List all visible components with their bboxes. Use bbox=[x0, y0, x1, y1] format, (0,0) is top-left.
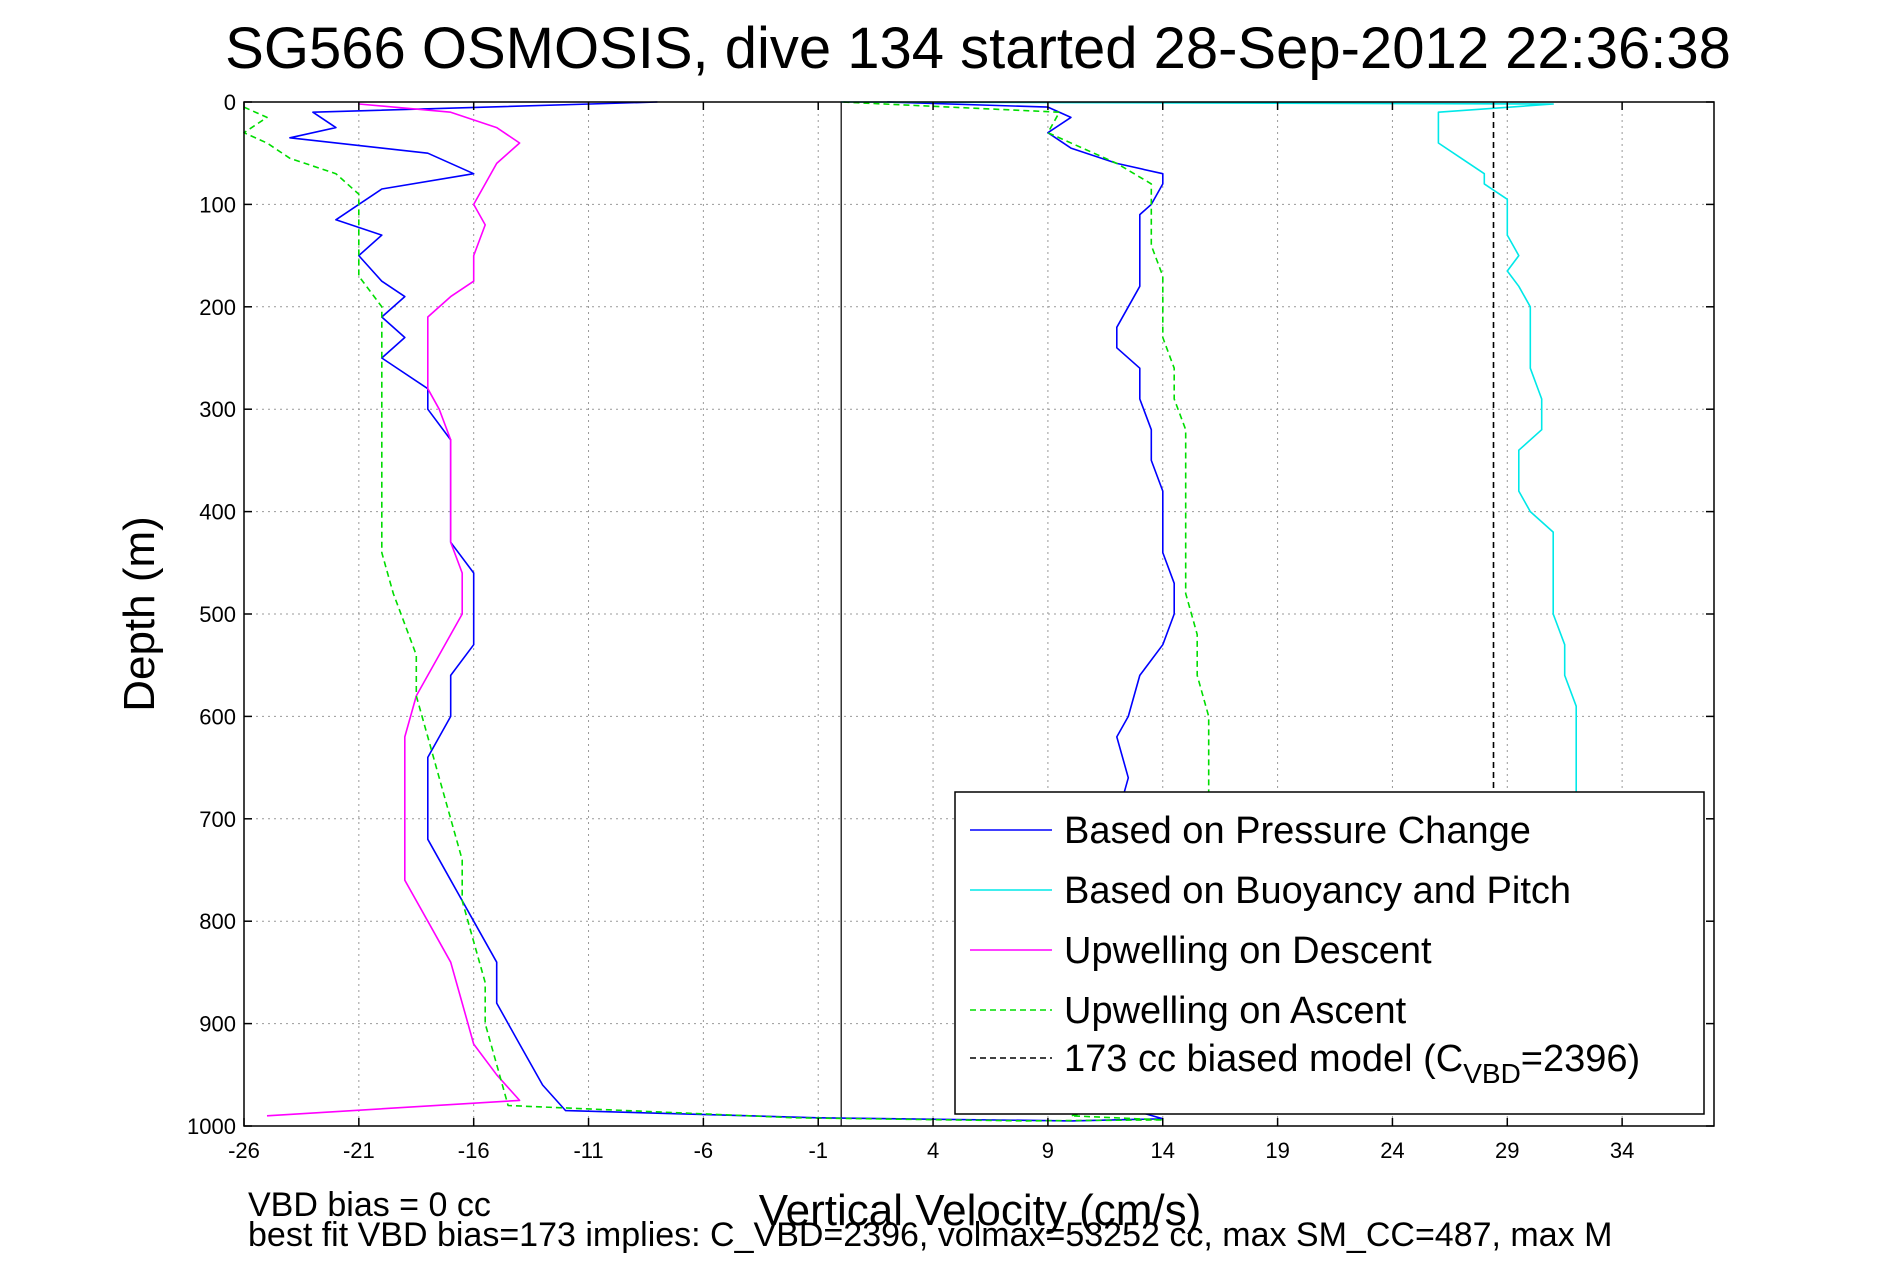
series-line-0 bbox=[289, 101, 1175, 1122]
x-tick-label: 14 bbox=[1151, 1138, 1175, 1163]
legend-box bbox=[954, 791, 1705, 1115]
legend-label-name: Based on Buoyancy and Pitch bbox=[1064, 870, 1571, 912]
legend-label-tail: =2396) bbox=[1521, 1038, 1640, 1080]
series-line-2 bbox=[266, 103, 521, 1117]
y-tick-label: 400 bbox=[199, 500, 236, 525]
y-tick-label: 1000 bbox=[187, 1114, 236, 1139]
vbd-bias-note: VBD bias = 0 cc bbox=[248, 1186, 491, 1224]
y-axis-label: Depth (m) bbox=[115, 516, 164, 712]
y-tick-label: 300 bbox=[199, 397, 236, 422]
series-line-1 bbox=[841, 101, 1577, 799]
legend-label: Based on Buoyancy and Pitch bbox=[1064, 870, 1571, 912]
x-tick-label: 19 bbox=[1265, 1138, 1289, 1163]
legend-label: Based on Pressure Change bbox=[1064, 810, 1531, 852]
x-tick-label: 34 bbox=[1610, 1138, 1634, 1163]
legend: Based on Pressure Change Based on Buoyanc… bbox=[954, 791, 1705, 1115]
x-tick-label: -26 bbox=[228, 1138, 260, 1163]
x-axis-ticks: -26 -21 -16 -11 -6 -1 4 9 14 19 24 29 34 bbox=[228, 102, 1634, 1163]
y-tick-label: 500 bbox=[199, 602, 236, 627]
y-tick-label: 100 bbox=[199, 192, 236, 217]
legend-label: 173 cc biased model (CVBD=2396) bbox=[1064, 1038, 1640, 1089]
chart-title: SG566 OSMOSIS, dive 134 started 28-Sep-2… bbox=[225, 16, 1731, 81]
legend-label-name: 173 cc biased model (C bbox=[1064, 1038, 1463, 1080]
x-tick-label: -1 bbox=[808, 1138, 828, 1163]
y-tick-label: 0 bbox=[224, 90, 236, 115]
series-line-3 bbox=[243, 101, 1210, 1122]
legend-label: Upwelling on Descent bbox=[1064, 930, 1432, 972]
x-tick-label: 24 bbox=[1380, 1138, 1404, 1163]
legend-label-subscript: VBD bbox=[1463, 1058, 1521, 1089]
y-tick-label: 800 bbox=[199, 909, 236, 934]
y-tick-label: 600 bbox=[199, 704, 236, 729]
x-tick-label: 29 bbox=[1495, 1138, 1519, 1163]
y-tick-label: 200 bbox=[199, 295, 236, 320]
legend-label-name: Upwelling on Ascent bbox=[1064, 990, 1407, 1032]
y-tick-label: 900 bbox=[199, 1012, 236, 1037]
x-tick-label: 9 bbox=[1042, 1138, 1054, 1163]
x-tick-label: -6 bbox=[694, 1138, 714, 1163]
legend-label-name: Upwelling on Descent bbox=[1064, 930, 1432, 972]
x-tick-label: -16 bbox=[458, 1138, 490, 1163]
x-tick-label: 4 bbox=[927, 1138, 939, 1163]
x-tick-label: -11 bbox=[573, 1138, 603, 1163]
x-tick-label: -21 bbox=[343, 1138, 375, 1163]
legend-label: Upwelling on Ascent bbox=[1064, 990, 1407, 1032]
y-tick-label: 700 bbox=[199, 807, 236, 832]
series-group bbox=[243, 101, 1577, 1122]
best-fit-note: best fit VBD bias=173 implies: C_VBD=239… bbox=[248, 1216, 1612, 1254]
y-axis-ticks: 0 100 200 300 400 500 600 700 800 900 1000 bbox=[187, 90, 1714, 1139]
x-axis-label: Vertical Velocity (cm/s) bbox=[759, 1186, 1202, 1235]
legend-label-name: Based on Pressure Change bbox=[1064, 810, 1531, 852]
